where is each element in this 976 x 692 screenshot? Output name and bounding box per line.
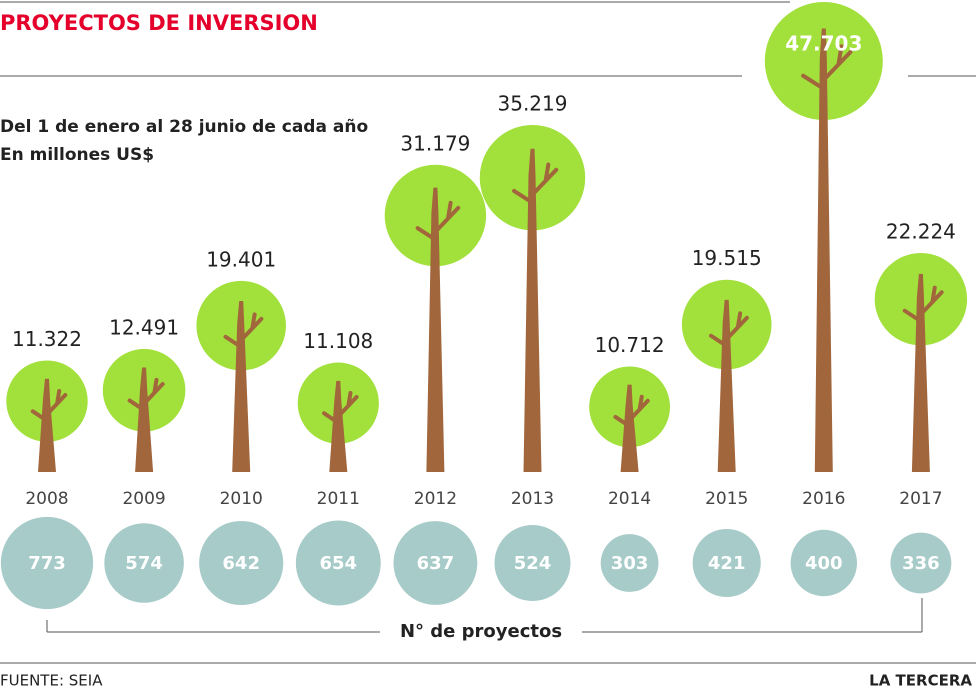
value-label: 31.179 <box>400 131 470 155</box>
chart-title: PROYECTOS DE INVERSION <box>0 11 318 35</box>
tree-branch <box>902 285 944 322</box>
projects-label: N° de proyectos <box>400 621 562 642</box>
project-bubble <box>393 521 478 605</box>
project-bubble <box>295 520 381 606</box>
project-label: 400 <box>805 553 843 574</box>
tree-trunk <box>523 148 542 472</box>
x-tick-label: 2008 <box>25 489 68 509</box>
project-bubble <box>199 520 284 606</box>
x-tick-label: 2010 <box>220 489 263 509</box>
project-bubble <box>494 525 571 601</box>
value-label: 47.703 <box>785 32 862 56</box>
project-bubble <box>692 528 761 598</box>
project-label: 654 <box>320 553 358 574</box>
project-bubble <box>0 516 94 610</box>
project-label: 773 <box>28 553 66 574</box>
tree-branch <box>127 377 165 411</box>
tree-trunk <box>911 273 930 472</box>
value-label: 11.322 <box>12 327 82 351</box>
project-bubble <box>600 534 659 592</box>
brand: LA TERCERA <box>869 672 972 690</box>
value-label: 22.224 <box>886 220 956 244</box>
tree-branch <box>613 394 650 428</box>
x-tick-label: 2012 <box>414 489 457 509</box>
project-label: 336 <box>902 553 940 574</box>
tree-branch <box>415 200 461 241</box>
subtitle: Del 1 de enero al 28 junio de cada año <box>0 117 368 137</box>
project-label: 303 <box>611 553 649 574</box>
x-tick-label: 2011 <box>317 489 360 509</box>
value-label: 19.401 <box>206 247 276 271</box>
x-tick-label: 2016 <box>802 489 845 509</box>
project-label: 421 <box>708 553 746 574</box>
x-tick-label: 2015 <box>705 489 748 509</box>
project-label: 524 <box>514 553 552 574</box>
tree-branch <box>322 390 359 424</box>
tree-branch <box>801 44 853 90</box>
source: FUENTE: SEIA <box>0 672 103 690</box>
tree-trunk <box>329 380 348 472</box>
tree-branch <box>512 162 559 204</box>
value-label: 19.515 <box>692 246 762 270</box>
project-bubble <box>790 529 857 597</box>
tree-branch <box>709 311 749 347</box>
project-bubble <box>890 532 952 594</box>
project-bubble <box>104 523 184 603</box>
project-label: 642 <box>222 553 260 574</box>
tree-trunk <box>426 187 445 472</box>
project-label: 637 <box>417 553 455 574</box>
tree-branch <box>30 388 68 422</box>
subtitle: En millones US$ <box>0 145 154 165</box>
value-label: 11.108 <box>303 329 373 353</box>
tree-trunk <box>38 378 56 472</box>
value-label: 10.712 <box>595 333 665 357</box>
value-label: 35.219 <box>498 92 568 116</box>
x-tick-label: 2009 <box>122 489 165 509</box>
tree-trunk <box>814 28 833 473</box>
x-tick-label: 2013 <box>511 489 554 509</box>
value-label: 12.491 <box>109 315 179 339</box>
x-tick-label: 2017 <box>899 489 942 509</box>
project-label: 574 <box>125 553 163 574</box>
tree-trunk <box>620 384 639 472</box>
tree-trunk <box>135 367 154 472</box>
tree-branch <box>223 312 264 348</box>
x-tick-label: 2014 <box>608 489 651 509</box>
